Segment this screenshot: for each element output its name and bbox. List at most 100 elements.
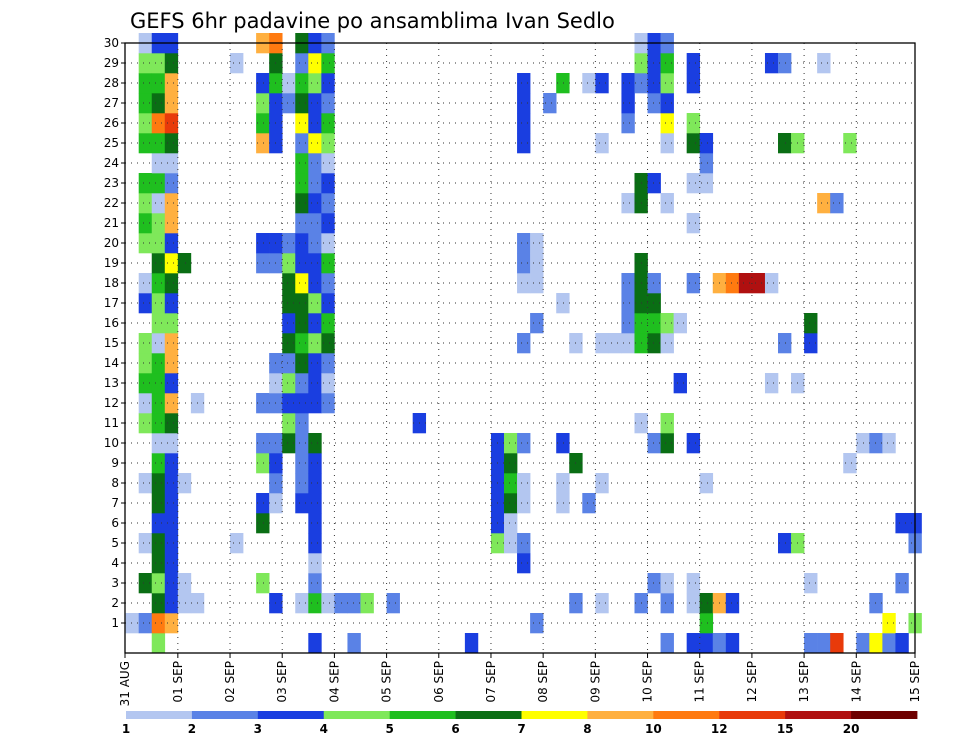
heatmap-cell (347, 633, 361, 654)
heatmap-cell (804, 573, 818, 594)
y-tick-label: 28 (104, 76, 119, 90)
heatmap-cell (621, 113, 635, 134)
heatmap-cell (686, 173, 701, 194)
heatmap-cell (138, 93, 153, 114)
x-tick-label: 15 SEP (908, 661, 922, 703)
heatmap-cell (660, 593, 674, 614)
colorbar-segment (587, 711, 654, 719)
heatmap-cell (138, 193, 153, 214)
heatmap-cell (151, 493, 166, 514)
heatmap-cell (517, 493, 531, 514)
heatmap-cell (725, 593, 740, 614)
heatmap-cell (164, 193, 179, 214)
heatmap-cell (125, 613, 139, 634)
x-tick-label: 13 SEP (797, 661, 811, 703)
heatmap-cell (308, 213, 322, 234)
heatmap-cell (308, 93, 322, 114)
heatmap-cell (517, 233, 531, 254)
colorbar-segment (719, 711, 786, 719)
heatmap-cell (164, 613, 179, 634)
colorbar-label: 10 (645, 722, 662, 736)
heatmap-cell (282, 433, 296, 454)
x-tick-label: 09 SEP (588, 661, 602, 703)
heatmap-cell (295, 453, 309, 474)
heatmap-cell (282, 293, 296, 314)
heatmap-cell (164, 53, 179, 74)
colorbar-segment (389, 711, 456, 719)
heatmap-cell (843, 133, 857, 154)
y-tick-label: 23 (104, 176, 119, 190)
heatmap-cell (138, 393, 153, 414)
heatmap-cell (138, 533, 153, 554)
heatmap-cell (647, 73, 661, 94)
heatmap-cell (817, 193, 831, 214)
heatmap-cell (151, 73, 166, 94)
heatmap-cell (295, 253, 309, 274)
heatmap-cell (308, 273, 322, 294)
heatmap-cell (164, 453, 179, 474)
heatmap-cell (504, 433, 518, 454)
heatmap-cell (621, 73, 635, 94)
y-tick-label: 27 (104, 96, 119, 110)
heatmap-cell (138, 113, 153, 134)
heatmap-cell (504, 513, 518, 534)
heatmap-cell (308, 133, 322, 154)
heatmap-cell (660, 93, 674, 114)
y-tick-label: 12 (104, 396, 119, 410)
heatmap-cell (164, 333, 179, 354)
heatmap-cell (151, 413, 166, 434)
heatmap-cell (164, 73, 179, 94)
heatmap-cell (321, 193, 335, 214)
heatmap-cell (856, 633, 870, 654)
heatmap-cell (282, 93, 296, 114)
heatmap-cell (151, 293, 166, 314)
heatmap-cell (308, 633, 322, 654)
heatmap-cell (282, 73, 296, 94)
heatmap-cell (660, 193, 674, 214)
heatmap-cell (321, 253, 335, 274)
chart-title: GEFS 6hr padavine po ansamblima Ivan Sed… (130, 9, 615, 33)
heatmap-cell (295, 393, 309, 414)
y-tick-label: 3 (111, 576, 119, 590)
heatmap-cell (725, 633, 740, 654)
heatmap-cell (164, 273, 179, 294)
heatmap-cell (504, 533, 518, 554)
heatmap-cell (282, 413, 296, 434)
heatmap-cell (504, 453, 518, 474)
colorbar-label: 15 (777, 722, 794, 736)
heatmap-cell (164, 93, 179, 114)
heatmap-cell (673, 313, 687, 334)
heatmap-cell (321, 313, 335, 334)
heatmap-cell (621, 193, 635, 214)
y-tick-label: 9 (111, 456, 119, 470)
colorbar-label: 4 (320, 722, 328, 736)
y-tick-label: 21 (104, 216, 119, 230)
heatmap-cell (308, 553, 322, 574)
heatmap-cell (595, 333, 609, 354)
heatmap-cell (686, 433, 701, 454)
x-tick-label: 10 SEP (641, 661, 655, 703)
heatmap-cell (647, 273, 661, 294)
heatmap-cell (164, 133, 179, 154)
heatmap-cell (556, 293, 570, 314)
heatmap-cell (164, 553, 179, 574)
y-tick-label: 15 (104, 336, 119, 350)
heatmap-cell (504, 493, 518, 514)
x-tick-label: 12 SEP (745, 661, 759, 703)
heatmap-cell (164, 513, 179, 534)
heatmap-cell (386, 593, 400, 614)
heatmap-cell (595, 133, 609, 154)
heatmap-cell (595, 73, 609, 94)
heatmap-cell (295, 433, 309, 454)
heatmap-cell (699, 153, 714, 174)
heatmap-cell (647, 573, 661, 594)
heatmap-cell (138, 73, 153, 94)
heatmap-cell (517, 73, 531, 94)
heatmap-cell (138, 353, 153, 374)
heatmap-cell (660, 113, 674, 134)
heatmap-cell (164, 173, 179, 194)
heatmap-cell (138, 333, 153, 354)
heatmap-cell (699, 473, 714, 494)
heatmap-cell (321, 353, 335, 374)
y-tick-label: 18 (104, 276, 119, 290)
